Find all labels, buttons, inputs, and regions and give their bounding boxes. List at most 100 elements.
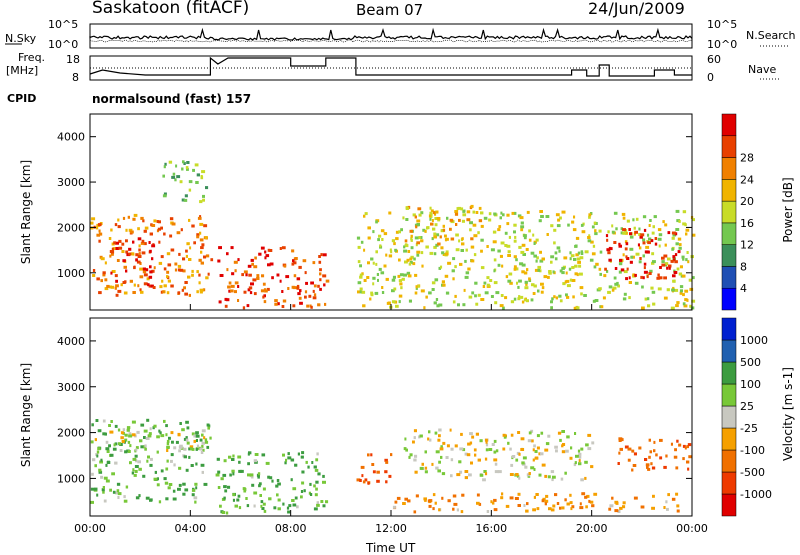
power-cell [96,233,101,237]
power-cell [625,242,629,246]
power-cell [281,246,286,250]
power-cell [687,260,690,264]
velocity-cell [185,438,189,442]
power-cell [400,228,403,232]
velocity-cell [168,436,171,440]
power-cell [438,303,443,307]
velocity-cell [311,461,314,464]
power-cell [388,211,392,215]
power-cell [296,277,301,281]
power-cell [510,300,515,304]
power-cell [559,216,562,220]
velocity-cell [493,508,498,512]
velocity-cell [551,478,554,482]
power-cell [522,253,526,256]
velocity-cell [94,438,97,442]
power-cell [440,265,443,269]
power-cell [130,252,135,256]
velocity-cell [468,473,472,477]
velocity-cell [305,460,308,464]
power-cell [629,260,633,264]
velocity-cell [530,429,534,433]
power-cell [226,252,229,256]
power-cell [565,271,568,275]
velocity-cell [493,498,497,502]
power-cell [414,291,418,295]
power-cell [475,302,479,306]
velocity-cell [195,462,198,466]
velocity-cell [364,478,368,482]
power-cell [651,261,655,265]
power-cell [151,224,156,227]
power-cell [554,257,558,261]
velocity-cell [418,435,421,439]
velocity-cell [100,475,103,479]
power-cell [391,289,395,293]
power-cell [367,261,370,265]
power-cell [416,219,421,223]
velocity-cell [287,456,292,460]
power-cell [548,271,552,275]
power-cell [690,306,695,310]
power-cell [658,244,661,248]
power-cell [430,209,434,213]
velocity-cell [227,485,231,489]
velocity-xtick-label: 08:00 [275,522,307,535]
power-cell [577,260,581,264]
velocity-cell [638,446,642,450]
power-cell [318,255,321,258]
velocity-cell [258,482,262,486]
velocity-cell [222,473,227,477]
power-cell [359,287,363,291]
velocity-cell [548,507,552,511]
power-colorbar-tick: 4 [740,282,747,295]
power-cell [359,264,362,268]
power-cell [676,267,680,271]
velocity-cell [376,470,380,474]
power-cell [580,223,584,227]
power-cell [513,265,517,269]
velocity-cell [561,444,564,448]
velocity-cell [484,472,488,476]
velocity-cell [201,433,204,437]
velocity-cell [686,460,690,464]
velocity-ytick-label: 1000 [57,472,85,485]
power-cell [285,275,290,279]
power-cell [524,286,529,290]
power-cell [370,257,374,261]
power-cell [531,283,535,287]
velocity-cell [247,462,250,466]
power-cell [558,249,561,253]
velocity-cell [619,506,623,510]
power-cell [559,299,563,303]
power-cell [104,287,109,291]
power-cell [276,273,280,277]
power-cell [517,285,520,289]
power-cell [537,289,540,293]
power-cell [525,248,529,251]
velocity-cell [535,493,539,496]
power-cell [589,258,594,262]
velocity-cell [450,474,453,478]
nave-tick-top: 60 [707,53,721,66]
power-colorbar-tick: 16 [740,217,754,230]
velocity-cell [96,450,100,454]
velocity-cell [485,440,488,444]
velocity-cell [559,438,562,442]
power-cell [133,213,138,217]
power-cell [571,279,576,282]
velocity-cell [177,487,181,491]
power-cell [204,236,208,240]
power-cell [507,279,512,283]
velocity-cell [544,499,549,503]
power-cell [526,210,530,214]
power-cell [148,275,153,279]
power-cell [565,279,570,283]
velocity-cell [619,447,623,451]
power-cell [528,279,532,282]
velocity-cell [545,442,550,446]
power-cell [634,273,637,277]
velocity-cell [183,437,188,441]
nave-label: Nave [748,63,777,76]
power-cell [647,304,651,308]
